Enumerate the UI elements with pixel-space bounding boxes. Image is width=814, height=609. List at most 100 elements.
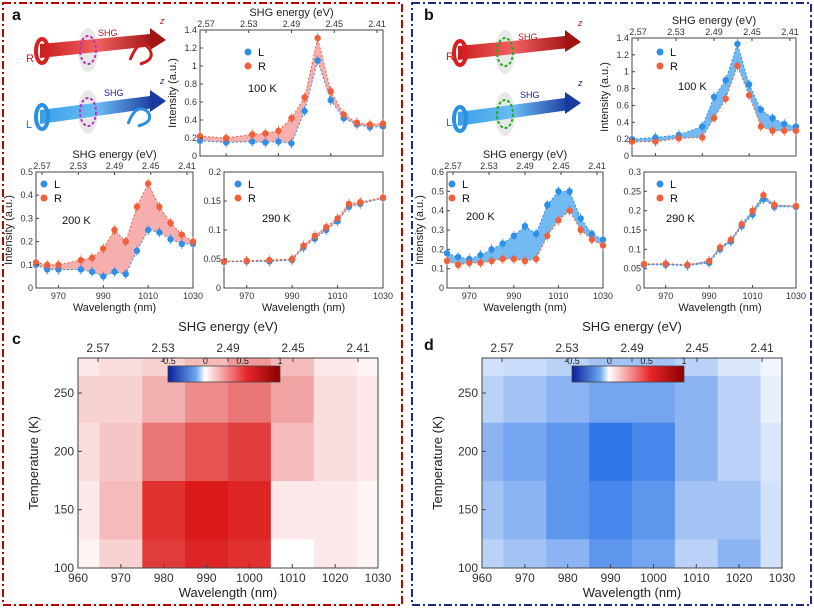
y-tick-label: 0.25: [623, 186, 641, 196]
y-axis-label: Intensity (a.u.): [167, 58, 179, 128]
top-tick-label: 2.49: [620, 341, 644, 355]
temperature-label: 100 K: [248, 83, 277, 95]
data-point-R: [379, 194, 387, 201]
top-tick-label: 2.53: [69, 161, 87, 171]
y-tick-label: 0.3: [431, 225, 444, 235]
top-tick-label: 2.53: [667, 27, 685, 37]
x-tick-label: 1020: [322, 571, 349, 585]
data-point-R: [44, 261, 51, 268]
top-tick-label: 2.57: [86, 341, 110, 355]
schematic-a-top: R SHG z: [26, 16, 166, 72]
x-axis-label: Wavelength (nm): [179, 585, 278, 600]
data-point-R: [262, 130, 269, 137]
heatmap-cell: [313, 480, 358, 540]
data-point-R: [705, 257, 713, 265]
heatmap-cell: [99, 358, 143, 376]
heatmap-cell: [313, 375, 358, 423]
data-point-R: [189, 238, 197, 245]
data-point-R: [144, 180, 152, 187]
data-point-R: [499, 255, 506, 263]
data-point-L: [745, 81, 753, 88]
data-point-L: [769, 114, 776, 122]
heatmap-cell: [228, 538, 272, 569]
data-point-L: [88, 268, 96, 275]
data-point-R: [55, 261, 62, 268]
y-tick-label: 0: [636, 283, 641, 293]
data-point-R: [662, 260, 669, 267]
legend-marker-L: [656, 48, 664, 56]
data-point-R: [566, 207, 573, 214]
temperature-label: 100 K: [678, 81, 707, 93]
heatmap-cell: [270, 480, 315, 540]
x-tick-label: 1010: [138, 291, 158, 301]
y-tick-label: 0: [624, 151, 629, 161]
y-tick-label: 0.5: [431, 186, 444, 196]
schematic-b-top: R SHG z: [446, 18, 583, 74]
schematic-a-bottom: L SHG z: [26, 76, 166, 134]
y-tick-label: 100: [54, 561, 74, 575]
y-axis-label: Temperature (K): [26, 416, 41, 510]
polarization-ring: [452, 39, 468, 67]
heatmap-cell: [760, 480, 783, 540]
x-tick-label: 990: [702, 291, 717, 301]
top-axis-label: SHG energy (eV): [178, 319, 278, 334]
x-tick-label: 960: [68, 571, 88, 585]
data-point-R: [443, 257, 451, 265]
data-point-R: [532, 255, 540, 263]
data-point-R: [88, 254, 96, 262]
colorbar: [167, 365, 281, 383]
data-point-L: [722, 76, 729, 84]
colorbar-tick-label: 0.5: [640, 356, 653, 366]
heatmap-cell: [589, 480, 633, 540]
y-tick-label: 0.2: [20, 237, 33, 247]
data-point-L: [781, 120, 788, 128]
axis-label-z: z: [577, 18, 583, 28]
series-line-R: [35, 182, 194, 266]
data-point-R: [32, 259, 40, 266]
x-tick-label: 1000: [640, 571, 667, 585]
data-point-R: [178, 231, 185, 238]
heatmap-cell: [717, 375, 762, 423]
colorbar-tick-label: -0.5: [564, 356, 580, 366]
top-tick-label: 2.41: [588, 161, 606, 171]
data-point-R: [710, 114, 718, 122]
shg-label: SHG: [98, 28, 118, 38]
x-axis-label: Wavelength (nm): [73, 302, 156, 314]
heatmap-cell: [589, 422, 633, 481]
data-point-L: [178, 240, 185, 248]
heatmap-cell: [270, 358, 315, 376]
y-tick-label: 0.1: [431, 264, 444, 274]
data-point-R: [314, 34, 321, 42]
x-tick-label: 990: [197, 571, 217, 585]
heatmap-cell: [99, 375, 143, 423]
heatmap-cell: [356, 480, 379, 540]
top-tick-label: 2.41: [781, 27, 799, 37]
chart-a-200K: 0 0.1 0.2 0.3 0.4 0.5 970 990 1010 1030 2.57 2.53 2.…: [3, 149, 203, 314]
y-tick-label: 0.3: [628, 167, 641, 177]
data-point-L: [499, 240, 506, 247]
data-point-R: [781, 127, 788, 134]
x-tick-label: 1030: [786, 291, 806, 301]
series-line-R: [632, 64, 796, 143]
top-tick-label: 2.49: [106, 161, 124, 171]
y-tick-label: 0.8: [616, 84, 629, 94]
data-point-R: [722, 95, 729, 102]
legend-marker-R: [656, 194, 664, 202]
heatmap-cell: [185, 480, 229, 540]
y-axis-label: Intensity (a.u.): [414, 195, 426, 265]
data-point-R: [745, 92, 753, 99]
data-point-R: [771, 201, 778, 209]
temperature-label: 200 K: [62, 215, 91, 227]
data-point-R: [100, 245, 107, 252]
legend-label-L: L: [258, 47, 264, 59]
data-point-L: [734, 40, 741, 48]
heatmap-cell: [270, 538, 315, 569]
top-tick-label: 2.41: [178, 161, 196, 171]
data-point-R: [323, 223, 330, 231]
data-point-R: [275, 127, 282, 134]
shg-ring: [496, 99, 514, 129]
hand-label-L: L: [446, 117, 452, 129]
data-point-R: [684, 261, 691, 268]
shg-label: SHG: [520, 90, 540, 100]
data-point-R: [122, 238, 129, 245]
